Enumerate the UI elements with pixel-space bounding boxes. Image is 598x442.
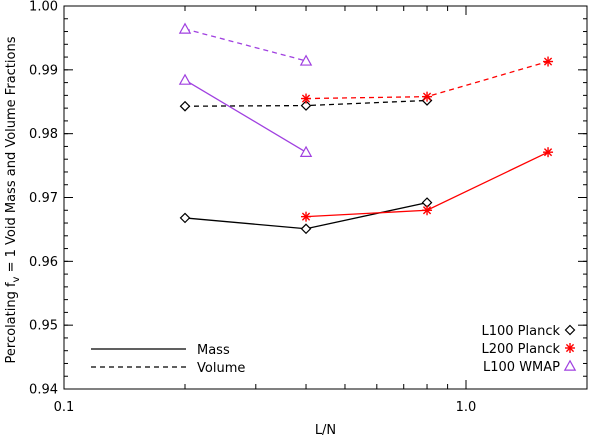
series-l200-planck-volume bbox=[301, 56, 554, 104]
data-point bbox=[178, 22, 192, 34]
y-axis-label: Percolating fv = 1 Void Mass and Volume … bbox=[4, 36, 22, 363]
data-point bbox=[543, 147, 554, 158]
y-tick-label: 0.94 bbox=[29, 383, 58, 398]
data-point bbox=[543, 56, 554, 67]
legend-label-mass: Mass bbox=[197, 343, 230, 358]
legend-marker-asterisk-icon bbox=[565, 343, 575, 353]
series-layer bbox=[178, 22, 554, 235]
y-tick-label: 0.98 bbox=[29, 127, 58, 142]
y-tick-label: 0.96 bbox=[29, 255, 58, 270]
series-line bbox=[184, 79, 307, 153]
data-point bbox=[299, 145, 313, 157]
data-point bbox=[422, 91, 433, 102]
legend-label-l100-wmap: L100 WMAP bbox=[483, 360, 560, 375]
legend-marker-diamond-icon bbox=[564, 324, 576, 336]
data-point bbox=[422, 205, 433, 216]
legend-label-volume: Volume bbox=[197, 361, 245, 376]
series-l100-wmap-volume bbox=[178, 22, 313, 66]
series-l100-wmap-mass bbox=[178, 73, 313, 157]
y-tick-label: 0.99 bbox=[29, 63, 58, 78]
legend-marker-triangle-icon bbox=[563, 359, 577, 371]
y-tick-label: 0.95 bbox=[29, 319, 58, 334]
data-point bbox=[301, 211, 312, 222]
x-axis-label: L/N bbox=[315, 423, 336, 438]
series-l100-planck-mass bbox=[179, 197, 433, 235]
x-tick-label: 1.0 bbox=[456, 400, 477, 415]
data-point bbox=[179, 100, 191, 112]
legend-label-l200-planck: L200 Planck bbox=[481, 342, 560, 357]
legend-label-l100-planck: L100 Planck bbox=[481, 324, 560, 339]
x-tick-label: 0.1 bbox=[54, 400, 75, 415]
axis-ticks: 0.94 0.95 0.96 0.97 0.98 0.99 1.00 0.1 1.0 bbox=[29, 0, 588, 415]
series-l200-planck-mass bbox=[301, 147, 554, 222]
legend-layer: Mass Volume L100 Planck L200 Planck L100 WMA… bbox=[91, 324, 577, 376]
data-point bbox=[300, 100, 312, 111]
data-point bbox=[178, 73, 192, 85]
data-point bbox=[179, 212, 191, 224]
y-tick-label: 0.97 bbox=[29, 191, 58, 206]
data-point bbox=[301, 93, 312, 104]
series-line bbox=[184, 28, 307, 62]
data-point bbox=[300, 223, 312, 235]
y-tick-label: 1.00 bbox=[29, 0, 58, 15]
data-point bbox=[299, 54, 313, 66]
